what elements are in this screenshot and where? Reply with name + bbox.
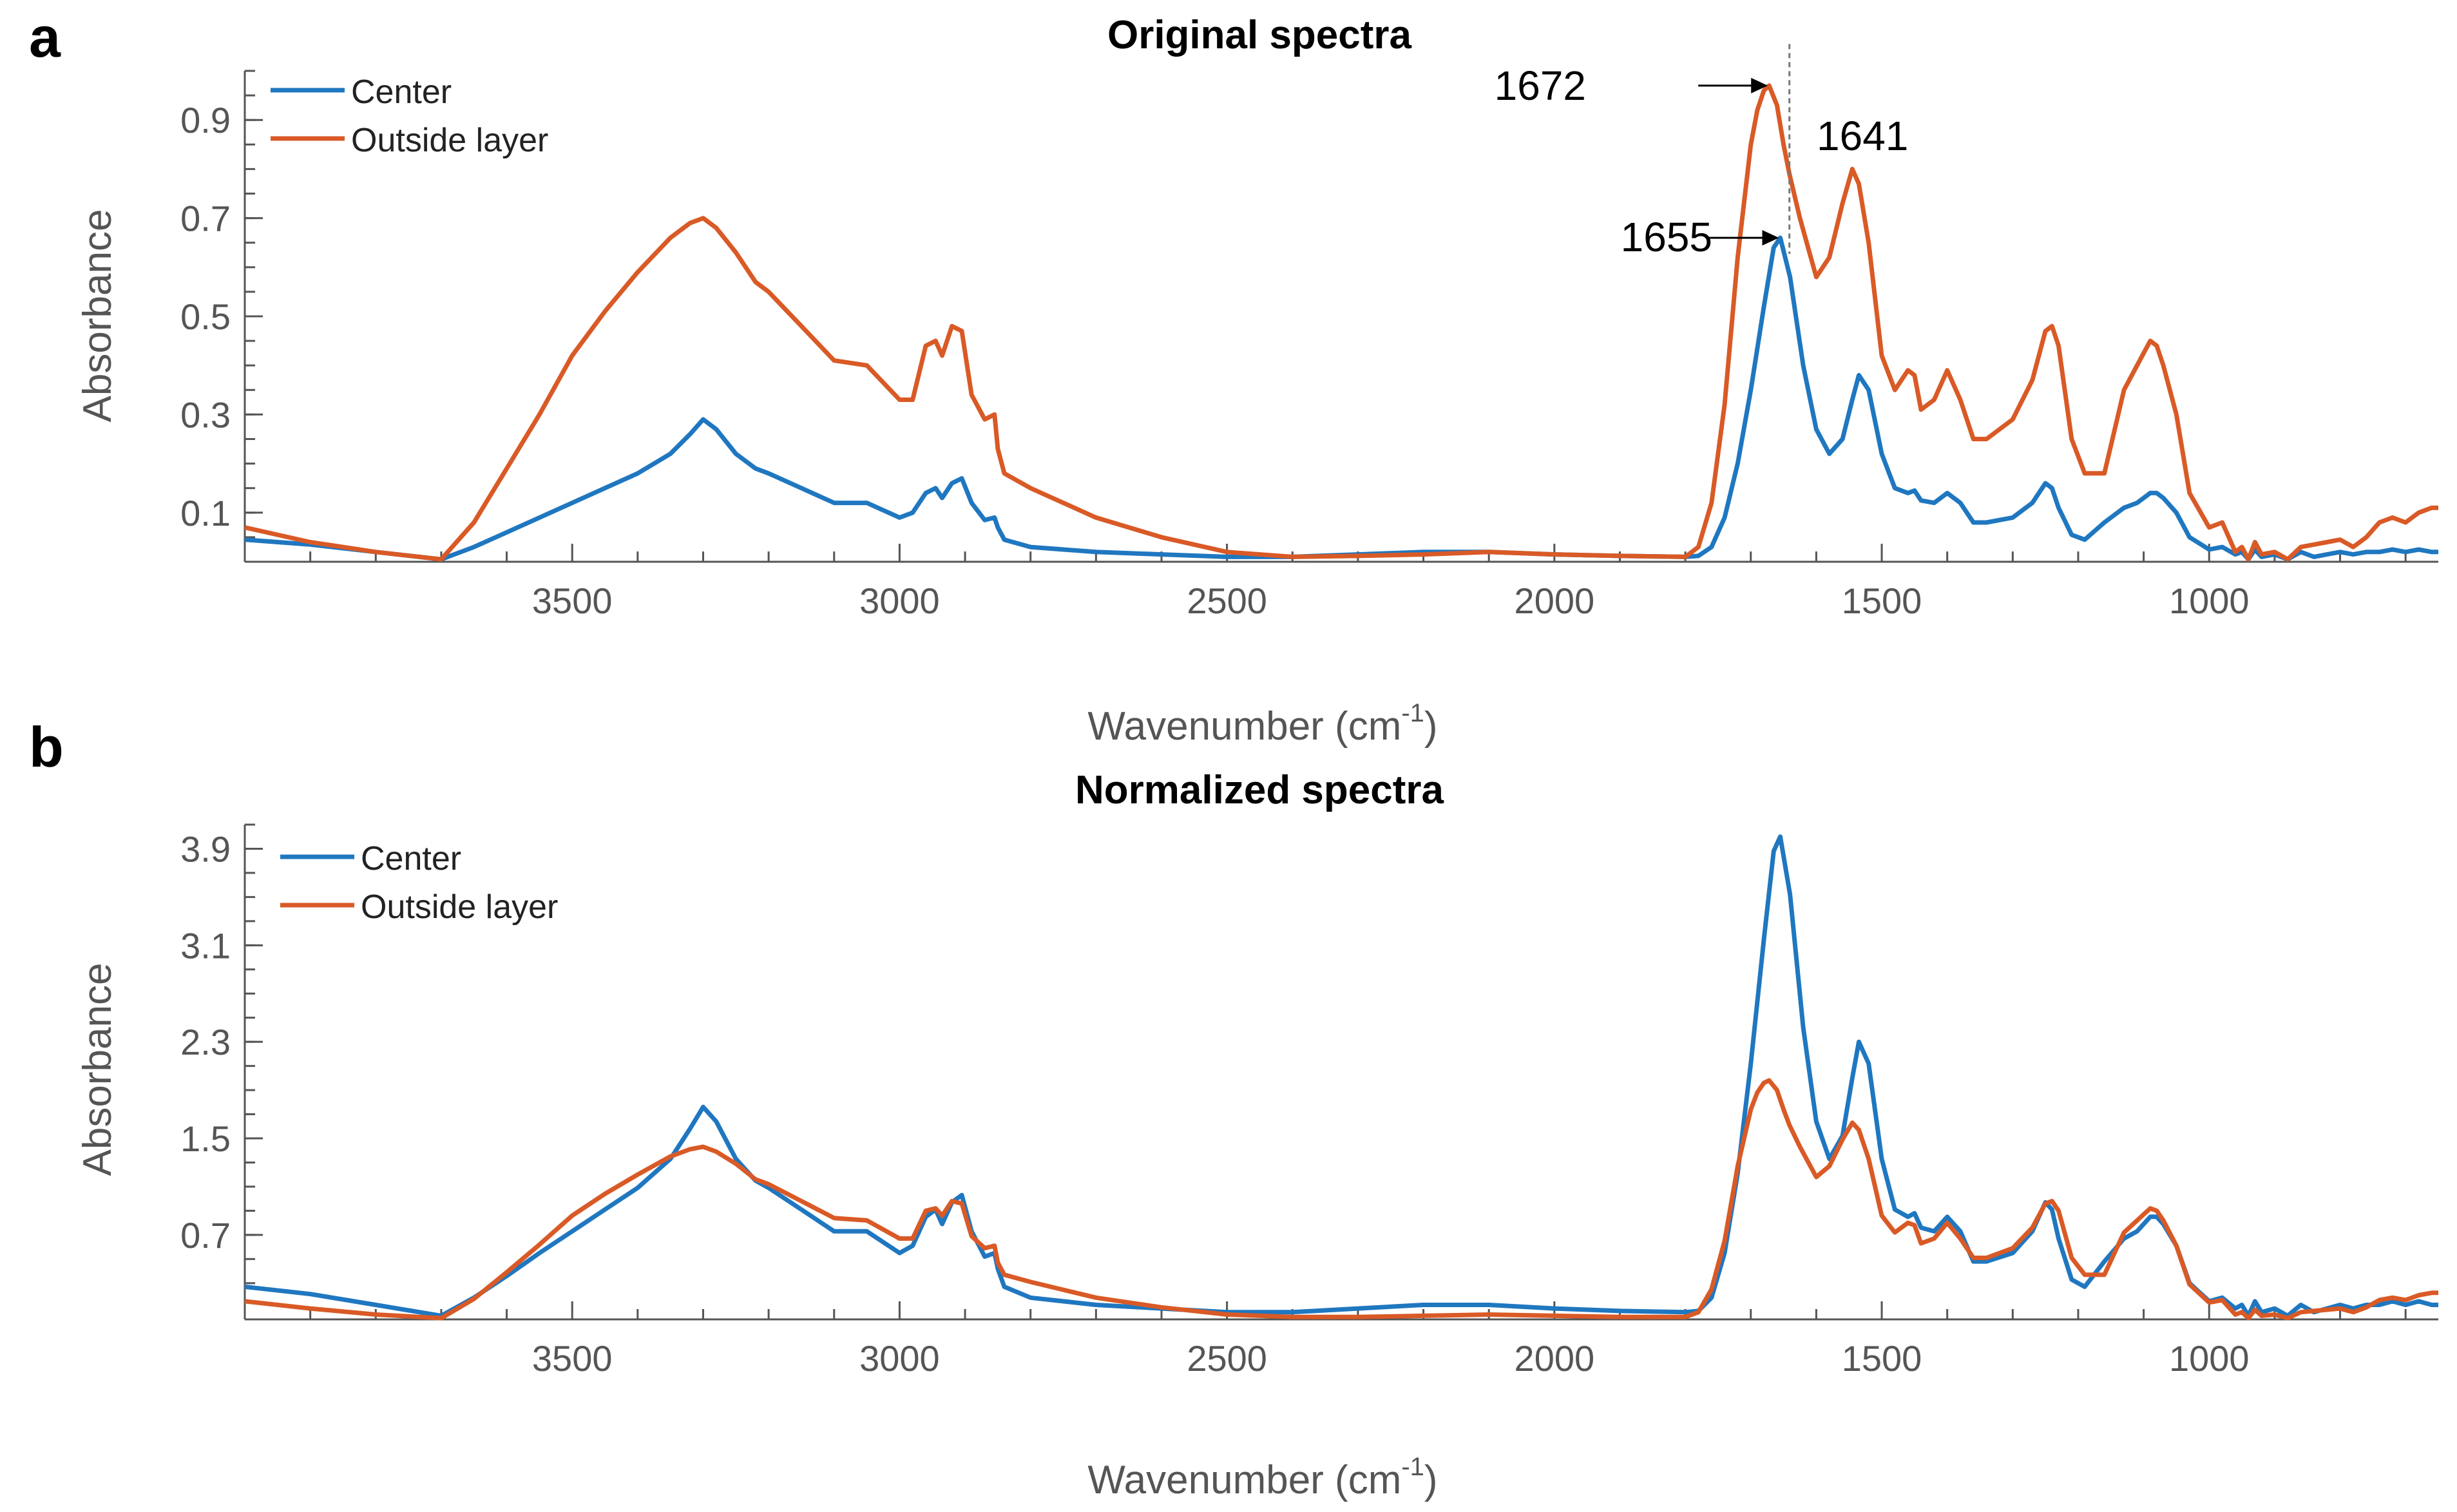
chart-b-y-tick-label: 1.5 (180, 1118, 231, 1159)
chart-a-xlabel: Wavenumber (cm-1) (1087, 699, 1437, 749)
chart-a-y-tick-label: 0.7 (180, 198, 231, 239)
chart-a-xlabel-main: Wavenumber (cm (1087, 704, 1401, 749)
chart-b-ylabel: Absorbance (75, 963, 120, 1176)
chart-b-xlabel-end: ) (1424, 1458, 1438, 1502)
chart-a-x-tick-label: 1000 (2169, 580, 2250, 621)
chart-a-x-tick-label: 2500 (1187, 580, 1267, 621)
chart-b-x-tick-label: 1000 (2169, 1338, 2250, 1379)
annotation-1672-label: 1672 (1495, 62, 1586, 109)
chart-b-x-tick-label: 2500 (1187, 1338, 1267, 1379)
chart-a-y-tick-label: 0.3 (180, 394, 231, 435)
legend-b-outside-label: Outside layer (361, 888, 558, 926)
chart-b-series-center-line (244, 834, 2438, 1318)
legend-a-center-label: Center (351, 73, 452, 111)
chart-b-series-outside-layer-line (244, 1078, 2438, 1321)
chart-b-y-tick-label: 3.9 (180, 828, 231, 869)
panel-label-b: b (29, 715, 64, 779)
chart-a-title: Original spectra (1107, 13, 1412, 57)
chart-a-x-tick-label: 2000 (1515, 580, 1595, 621)
annotation-1655-arrowhead (1762, 230, 1779, 246)
chart-a-x-tick-label: 3500 (532, 580, 613, 621)
legend-a-outside-label: Outside layer (351, 122, 548, 159)
chart-a-series-outside-layer-line (244, 83, 2438, 562)
chart-b-xlabel-sup: -1 (1401, 1453, 1424, 1481)
chart-a-x-tick-label: 3000 (859, 580, 940, 621)
chart-b-x-tick-label: 3500 (532, 1338, 613, 1379)
chart-a-y-tick-label: 0.1 (180, 493, 231, 533)
chart-b-xlabel: Wavenumber (cm-1) (1087, 1453, 1437, 1502)
annotation-1672-arrowhead (1751, 77, 1768, 93)
chart-b-y-tick-label: 0.7 (180, 1215, 231, 1256)
chart-a-series-center-line (244, 235, 2438, 562)
legend-b-center-label: Center (361, 840, 461, 877)
panel-label-a: a (29, 5, 61, 69)
annotation-1641-label: 1641 (1817, 113, 1908, 159)
chart-a-ylabel: Absorbance (75, 209, 120, 423)
chart-a-xlabel-sup: -1 (1401, 699, 1424, 727)
chart-b-x-tick-label: 2000 (1515, 1338, 1595, 1379)
chart-a-y-tick-label: 0.5 (180, 296, 231, 337)
annotation-1655-label: 1655 (1621, 214, 1712, 260)
chart-b-y-tick-label: 2.3 (180, 1022, 231, 1062)
chart-b-title: Normalized spectra (1075, 768, 1444, 812)
chart-a-xlabel-end: ) (1424, 704, 1438, 749)
chart-b-y-tick-label: 3.1 (180, 925, 231, 966)
chart-a-y-tick-label: 0.9 (180, 100, 231, 140)
chart-b-x-tick-label: 1500 (1842, 1338, 1922, 1379)
chart-b-x-tick-label: 3000 (859, 1338, 940, 1379)
plot-layer: 3500 3000 2500 2000 1500 1000 0.1 0.3 0.5 0.7 0.9 3… (180, 44, 2438, 1379)
chart-b-xlabel-main: Wavenumber (cm (1087, 1458, 1401, 1502)
chart-a-x-tick-label: 1500 (1842, 580, 1922, 621)
